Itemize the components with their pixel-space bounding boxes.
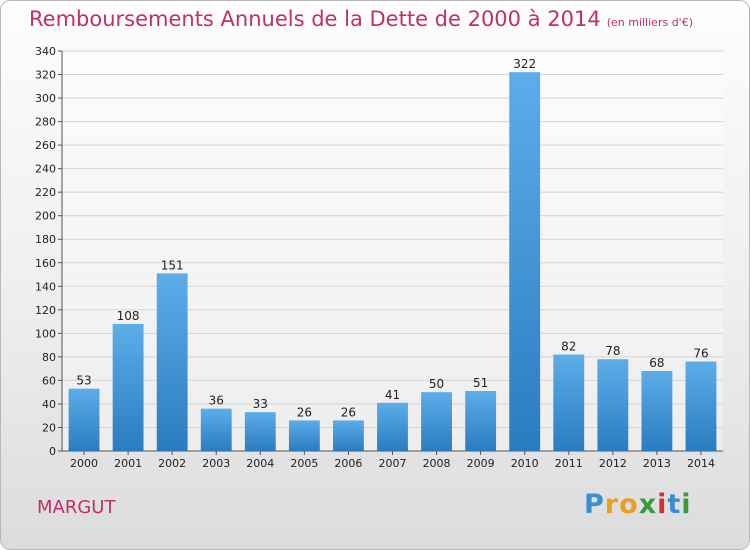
chart-title-text: Remboursements Annuels de la Dette de 20… [29,7,601,31]
bar [68,388,100,451]
x-tick-label: 2003 [202,457,230,470]
y-tick-label: 340 [35,45,56,58]
bar [597,359,629,451]
y-tick-label: 300 [35,92,56,105]
x-tick-label: 2014 [687,457,715,470]
y-tick-label: 80 [42,351,56,364]
bar-value-label: 41 [385,388,400,402]
bar-value-label: 26 [297,405,312,419]
chart-title: Remboursements Annuels de la Dette de 20… [29,7,693,31]
x-tick-label: 2012 [599,457,627,470]
y-tick-label: 280 [35,116,56,129]
y-tick-label: 320 [35,69,56,82]
logo-letter: x [638,489,658,520]
bar-value-label: 68 [649,356,664,370]
bar [200,408,232,451]
bar-value-label: 151 [161,258,184,272]
x-tick-label: 2013 [643,457,671,470]
y-tick-label: 200 [35,210,56,223]
x-tick-label: 2011 [555,457,583,470]
proxiti-logo: Proxiti [584,489,692,520]
logo-letter: r [604,489,620,520]
bar-value-label: 322 [513,57,536,71]
y-tick-label: 180 [35,233,56,246]
commune-name: MARGUT [37,497,116,518]
bar [288,420,320,451]
bar [421,392,452,451]
bar-value-label: 36 [209,394,224,408]
bar-value-label: 50 [429,377,444,391]
bar-value-label: 26 [341,405,356,419]
x-tick-label: 2005 [290,457,318,470]
logo-letter: o [619,489,639,520]
logo-letter: i [657,489,668,520]
bar [244,412,276,451]
y-tick-label: 260 [35,139,56,152]
bar [641,371,673,451]
bar [553,354,585,451]
y-tick-label: 60 [42,374,56,387]
x-tick-label: 2002 [158,457,186,470]
y-tick-label: 120 [35,304,56,317]
x-tick-label: 2000 [70,457,98,470]
bar [509,72,541,452]
chart-unit: (en milliers d'€) [606,16,693,29]
logo-letter: P [584,489,605,520]
bar [112,323,144,451]
y-tick-label: 0 [49,445,56,458]
x-tick-label: 2009 [467,457,495,470]
bar-value-label: 108 [117,309,140,323]
bar [685,361,717,451]
bar [465,391,497,451]
x-tick-label: 2008 [423,457,451,470]
y-tick-label: 220 [35,186,56,199]
y-tick-label: 100 [35,327,56,340]
y-tick-label: 40 [42,398,56,411]
y-tick-label: 140 [35,280,56,293]
x-tick-label: 2001 [114,457,142,470]
bar [377,402,408,451]
bar-value-label: 78 [605,344,620,358]
y-tick-label: 240 [35,163,56,176]
bar-value-label: 53 [76,374,91,388]
bar-value-label: 82 [561,340,576,354]
logo-letter: i [681,489,692,520]
x-tick-label: 2007 [379,457,407,470]
bar-value-label: 76 [693,347,708,361]
logo-letter: t [667,489,682,520]
bar [156,273,188,451]
bar-value-label: 51 [473,376,488,390]
y-tick-label: 160 [35,257,56,270]
bar-value-label: 33 [253,397,268,411]
x-tick-label: 2006 [334,457,362,470]
x-tick-label: 2010 [511,457,539,470]
bar [333,420,364,451]
y-tick-label: 20 [42,421,56,434]
x-tick-label: 2004 [246,457,274,470]
